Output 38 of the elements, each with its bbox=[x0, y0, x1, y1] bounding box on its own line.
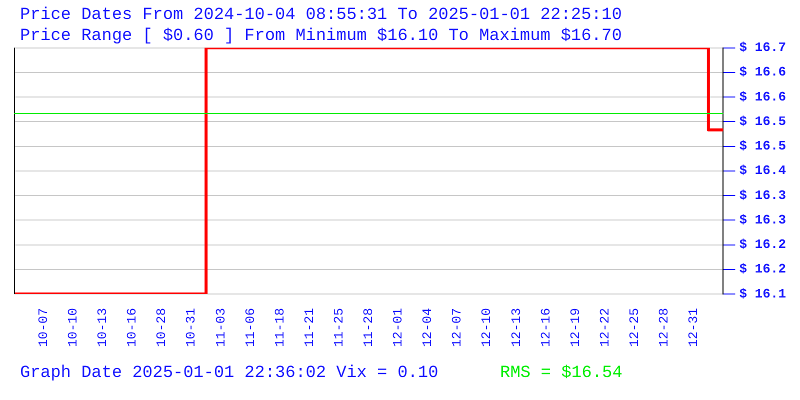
y-tick-label: $ 16.2 bbox=[739, 237, 786, 252]
x-tick-label: 10-10 bbox=[66, 308, 81, 348]
text: Graph Date 2025-01-01 22:36:02 Vix = 0.10 bbox=[20, 364, 438, 383]
x-tick-label: 12-25 bbox=[626, 308, 642, 348]
chart-title: Price Dates From 2024-10-04 08:55:31 To 2025-01-01 22:25:10 bbox=[20, 5, 622, 26]
y-tick-label: $ 16.5 bbox=[739, 114, 786, 129]
y-tick-label: $ 16.5 bbox=[739, 138, 786, 154]
x-tick-label: 11-03 bbox=[213, 308, 228, 348]
x-tick-label: 12-04 bbox=[420, 308, 436, 348]
y-tick-label: $ 16.6 bbox=[739, 89, 786, 104]
x-tick-label: 12-01 bbox=[390, 308, 406, 348]
x-tick-label: 10-31 bbox=[184, 308, 199, 348]
x-tick-label: 10-16 bbox=[124, 308, 140, 348]
y-tick-label: $ 16.6 bbox=[739, 64, 786, 80]
x-tick-label: 12-22 bbox=[597, 308, 612, 348]
x-tick-label: 12-07 bbox=[450, 308, 465, 348]
x-tick-label: 10-07 bbox=[36, 308, 51, 348]
ref-line-label: RMS = $16.54 bbox=[500, 364, 622, 383]
y-tick-label: $ 16.3 bbox=[739, 212, 786, 228]
x-tick-label: 11-18 bbox=[272, 308, 288, 348]
y-tick-label: $ 16.2 bbox=[739, 262, 786, 277]
x-tick-label: 11-21 bbox=[302, 308, 317, 348]
y-tick-label: $ 16.7 bbox=[739, 40, 786, 56]
x-tick-label: 12-28 bbox=[656, 308, 672, 348]
x-tick-label: 12-10 bbox=[479, 308, 494, 348]
x-tick-label: 12-13 bbox=[508, 308, 524, 348]
x-tick-label: 11-25 bbox=[331, 308, 346, 348]
x-tick-label: 11-06 bbox=[242, 308, 258, 348]
x-tick-label: 12-31 bbox=[686, 308, 702, 348]
y-tick-label: $ 16.1 bbox=[739, 286, 786, 302]
x-tick-label: 10-28 bbox=[154, 308, 170, 348]
x-tick-label: 12-19 bbox=[568, 308, 583, 348]
chart-subtitle: Price Range [ $0.60 ] From Minimum $16.10 To Maximum $16.70 bbox=[20, 26, 622, 47]
y-tick-label: $ 16.4 bbox=[739, 163, 786, 178]
x-tick-label: 12-16 bbox=[538, 308, 554, 348]
y-tick-label: $ 16.3 bbox=[739, 188, 786, 203]
x-tick-label: 10-13 bbox=[95, 308, 110, 348]
x-tick-label: 11-28 bbox=[361, 308, 376, 348]
